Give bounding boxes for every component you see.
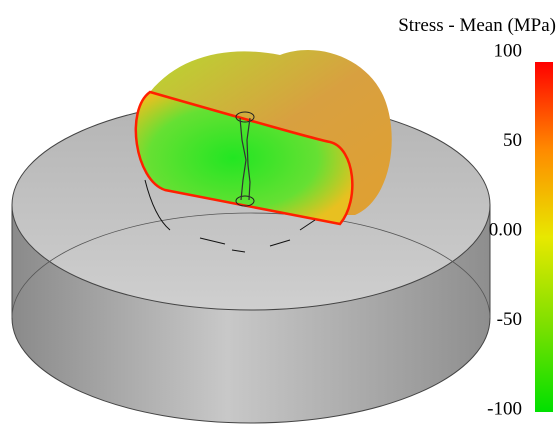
colorbar-tick-label: -50 xyxy=(497,309,522,330)
colorbar-tick-label: 100 xyxy=(494,40,523,61)
crack-traces xyxy=(144,179,316,253)
colorbar: Stress - Mean (MPa) xyxy=(398,15,556,412)
colorbar-tick-label: 0.00 xyxy=(489,219,522,240)
specimen xyxy=(134,50,392,226)
colorbar-title: Stress - Mean (MPa) xyxy=(398,15,556,36)
colorbar-tick-label: -100 xyxy=(487,398,522,419)
colorbar-scale xyxy=(535,62,553,412)
colorbar-tick-label: 50 xyxy=(503,130,522,151)
